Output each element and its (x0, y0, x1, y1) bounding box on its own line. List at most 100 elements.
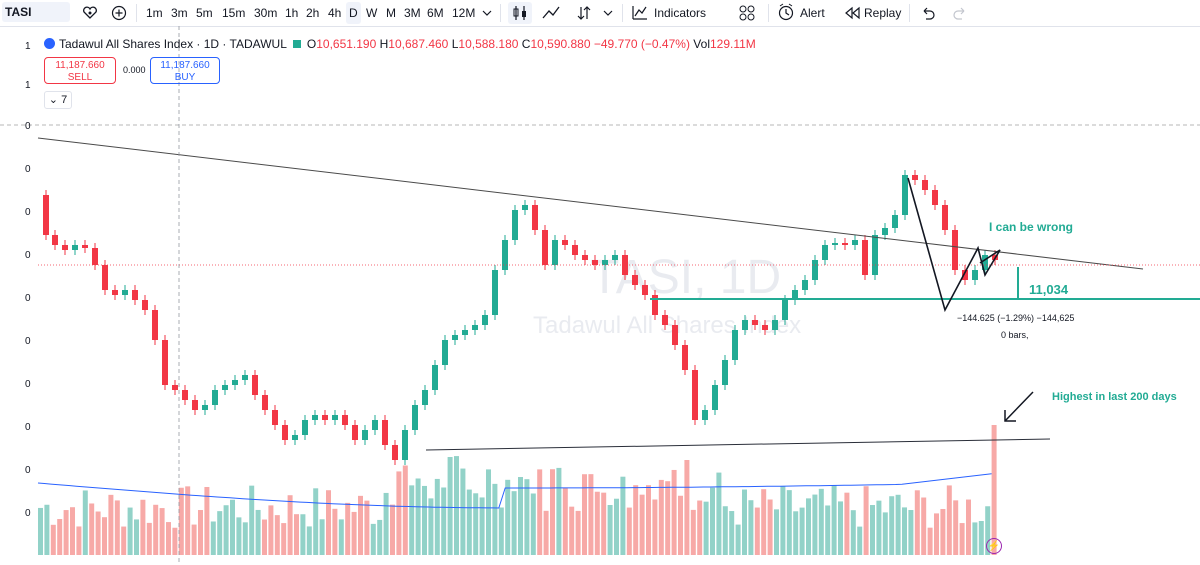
candle-body (642, 285, 648, 295)
indicators-collapse-button[interactable]: ⌄ 7 (44, 91, 72, 109)
price-axis-label: 0 (25, 207, 31, 218)
volume-bar (575, 510, 581, 555)
interval-1m[interactable]: 1m (146, 6, 163, 20)
volume-bar (556, 467, 562, 555)
volume-bar (396, 471, 402, 555)
volume-bar (262, 519, 267, 555)
alert-icon[interactable] (777, 2, 795, 24)
interval-3m-period[interactable]: 3M (404, 6, 421, 20)
line-chart-icon[interactable] (541, 2, 561, 24)
interval-d[interactable]: D (346, 2, 361, 24)
interval-w[interactable]: W (366, 6, 378, 20)
volume-bar (498, 507, 504, 555)
heart-icon[interactable] (82, 2, 98, 24)
interval-m[interactable]: M (386, 6, 396, 20)
market-status-icon (292, 40, 301, 48)
volume-bar (364, 500, 370, 555)
indicators-button[interactable]: Indicators (654, 6, 707, 20)
volume-bar (358, 495, 363, 555)
redo-icon[interactable] (952, 2, 968, 24)
indicators-icon[interactable] (631, 2, 649, 24)
interval-5m[interactable]: 5m (196, 6, 213, 20)
symbol-legend[interactable]: Tadawul All Shares Index · 1D · TADAWUL O… (44, 37, 756, 51)
high-value: 10,687.460 (388, 37, 449, 51)
candle-body (572, 245, 578, 255)
volume-bar (377, 519, 383, 555)
price-axis-label: 1 (25, 80, 31, 91)
volume-bar (876, 500, 882, 555)
volume-bar (166, 522, 171, 555)
replay-icon[interactable] (843, 2, 861, 24)
volume-bar (908, 510, 914, 555)
candle-body (912, 175, 918, 180)
interval-30m[interactable]: 30m (254, 6, 278, 20)
candle-body (342, 415, 348, 425)
candle-body (402, 430, 408, 460)
interval-6m[interactable]: 6M (427, 6, 444, 20)
volume-bar (537, 469, 543, 555)
volume-bar (524, 479, 530, 555)
volume-bar (57, 519, 63, 555)
candle-body (772, 320, 778, 330)
interval-12m[interactable]: 12M (452, 6, 476, 20)
note-text[interactable]: I can be wrong (989, 220, 1074, 234)
candles-icon[interactable] (508, 2, 532, 24)
buy-button[interactable]: 11,187.660 BUY (150, 57, 220, 84)
candle-body (282, 425, 288, 440)
highest-volume-note[interactable]: Highest in last 200 days (1052, 391, 1177, 403)
interval-4h[interactable]: 4h (328, 6, 342, 20)
volume-value: 129.11M (709, 37, 756, 51)
upper-trendline (37, 137, 1144, 270)
candle-body (662, 315, 668, 325)
volume-bar (153, 504, 159, 555)
compare-icon[interactable] (575, 2, 593, 24)
candle-body (442, 340, 448, 365)
sell-button[interactable]: 11,187.660 SELL (44, 57, 116, 84)
volume-bar (620, 476, 626, 555)
volume-bar (402, 465, 408, 555)
candle-body (532, 205, 538, 230)
volume-bar (447, 457, 453, 555)
volume-bar (658, 479, 664, 555)
interval-15m[interactable]: 15m (222, 6, 246, 20)
candle-body (432, 365, 438, 390)
volume-bar (422, 485, 427, 555)
undo-icon[interactable] (920, 2, 936, 24)
candle-body (842, 243, 848, 245)
interval-3m[interactable]: 3m (171, 6, 188, 20)
candle-body (722, 360, 728, 385)
candle-body (922, 180, 928, 190)
candle-body (872, 235, 878, 275)
volume-bar (505, 479, 511, 555)
volume-bar (594, 491, 600, 555)
candle-body (202, 405, 208, 410)
volume-bar (850, 510, 856, 555)
chevron-down-icon[interactable] (481, 2, 493, 24)
volume-bar (934, 513, 939, 555)
volume-trendline (425, 438, 1051, 451)
candle-body (822, 245, 828, 260)
volume-bar (569, 506, 575, 555)
add-symbol-icon[interactable] (111, 2, 127, 24)
replay-button[interactable]: Replay (864, 6, 902, 20)
level-label[interactable]: 11,034 (1029, 282, 1069, 297)
volume-bar (332, 508, 338, 555)
candle-body (252, 375, 258, 395)
volume-bar (761, 489, 767, 555)
candle-body (92, 248, 98, 265)
interval-1h[interactable]: 1h (285, 6, 299, 20)
interval-2h[interactable]: 2h (306, 6, 320, 20)
layout-icon[interactable] (738, 2, 756, 24)
flash-icon[interactable]: ⚡ (986, 538, 1002, 554)
price-axis-label: 1 (25, 41, 31, 52)
sell-label: SELL (67, 72, 93, 83)
candle-body (582, 255, 588, 260)
volume-bar (134, 519, 139, 555)
volume-bar (754, 507, 760, 555)
symbol-search[interactable]: TASI (2, 2, 70, 22)
volume-bar (633, 485, 639, 555)
change-value: −49.770 (−0.47%) (593, 37, 690, 51)
alert-button[interactable]: Alert (800, 6, 825, 20)
chevron-down-icon[interactable] (602, 2, 614, 24)
